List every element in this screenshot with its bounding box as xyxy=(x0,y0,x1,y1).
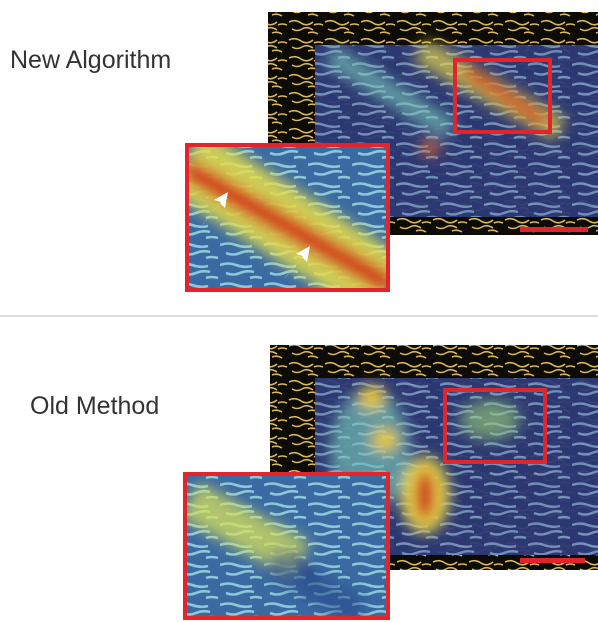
panel-label: Old Method xyxy=(30,392,159,420)
inset xyxy=(183,472,390,620)
panel-label: New Algorithm xyxy=(10,46,171,74)
figure: New Algorithm Old Method xyxy=(0,0,598,622)
inset xyxy=(185,143,390,292)
page: New Algorithm Old Method xyxy=(0,0,598,622)
